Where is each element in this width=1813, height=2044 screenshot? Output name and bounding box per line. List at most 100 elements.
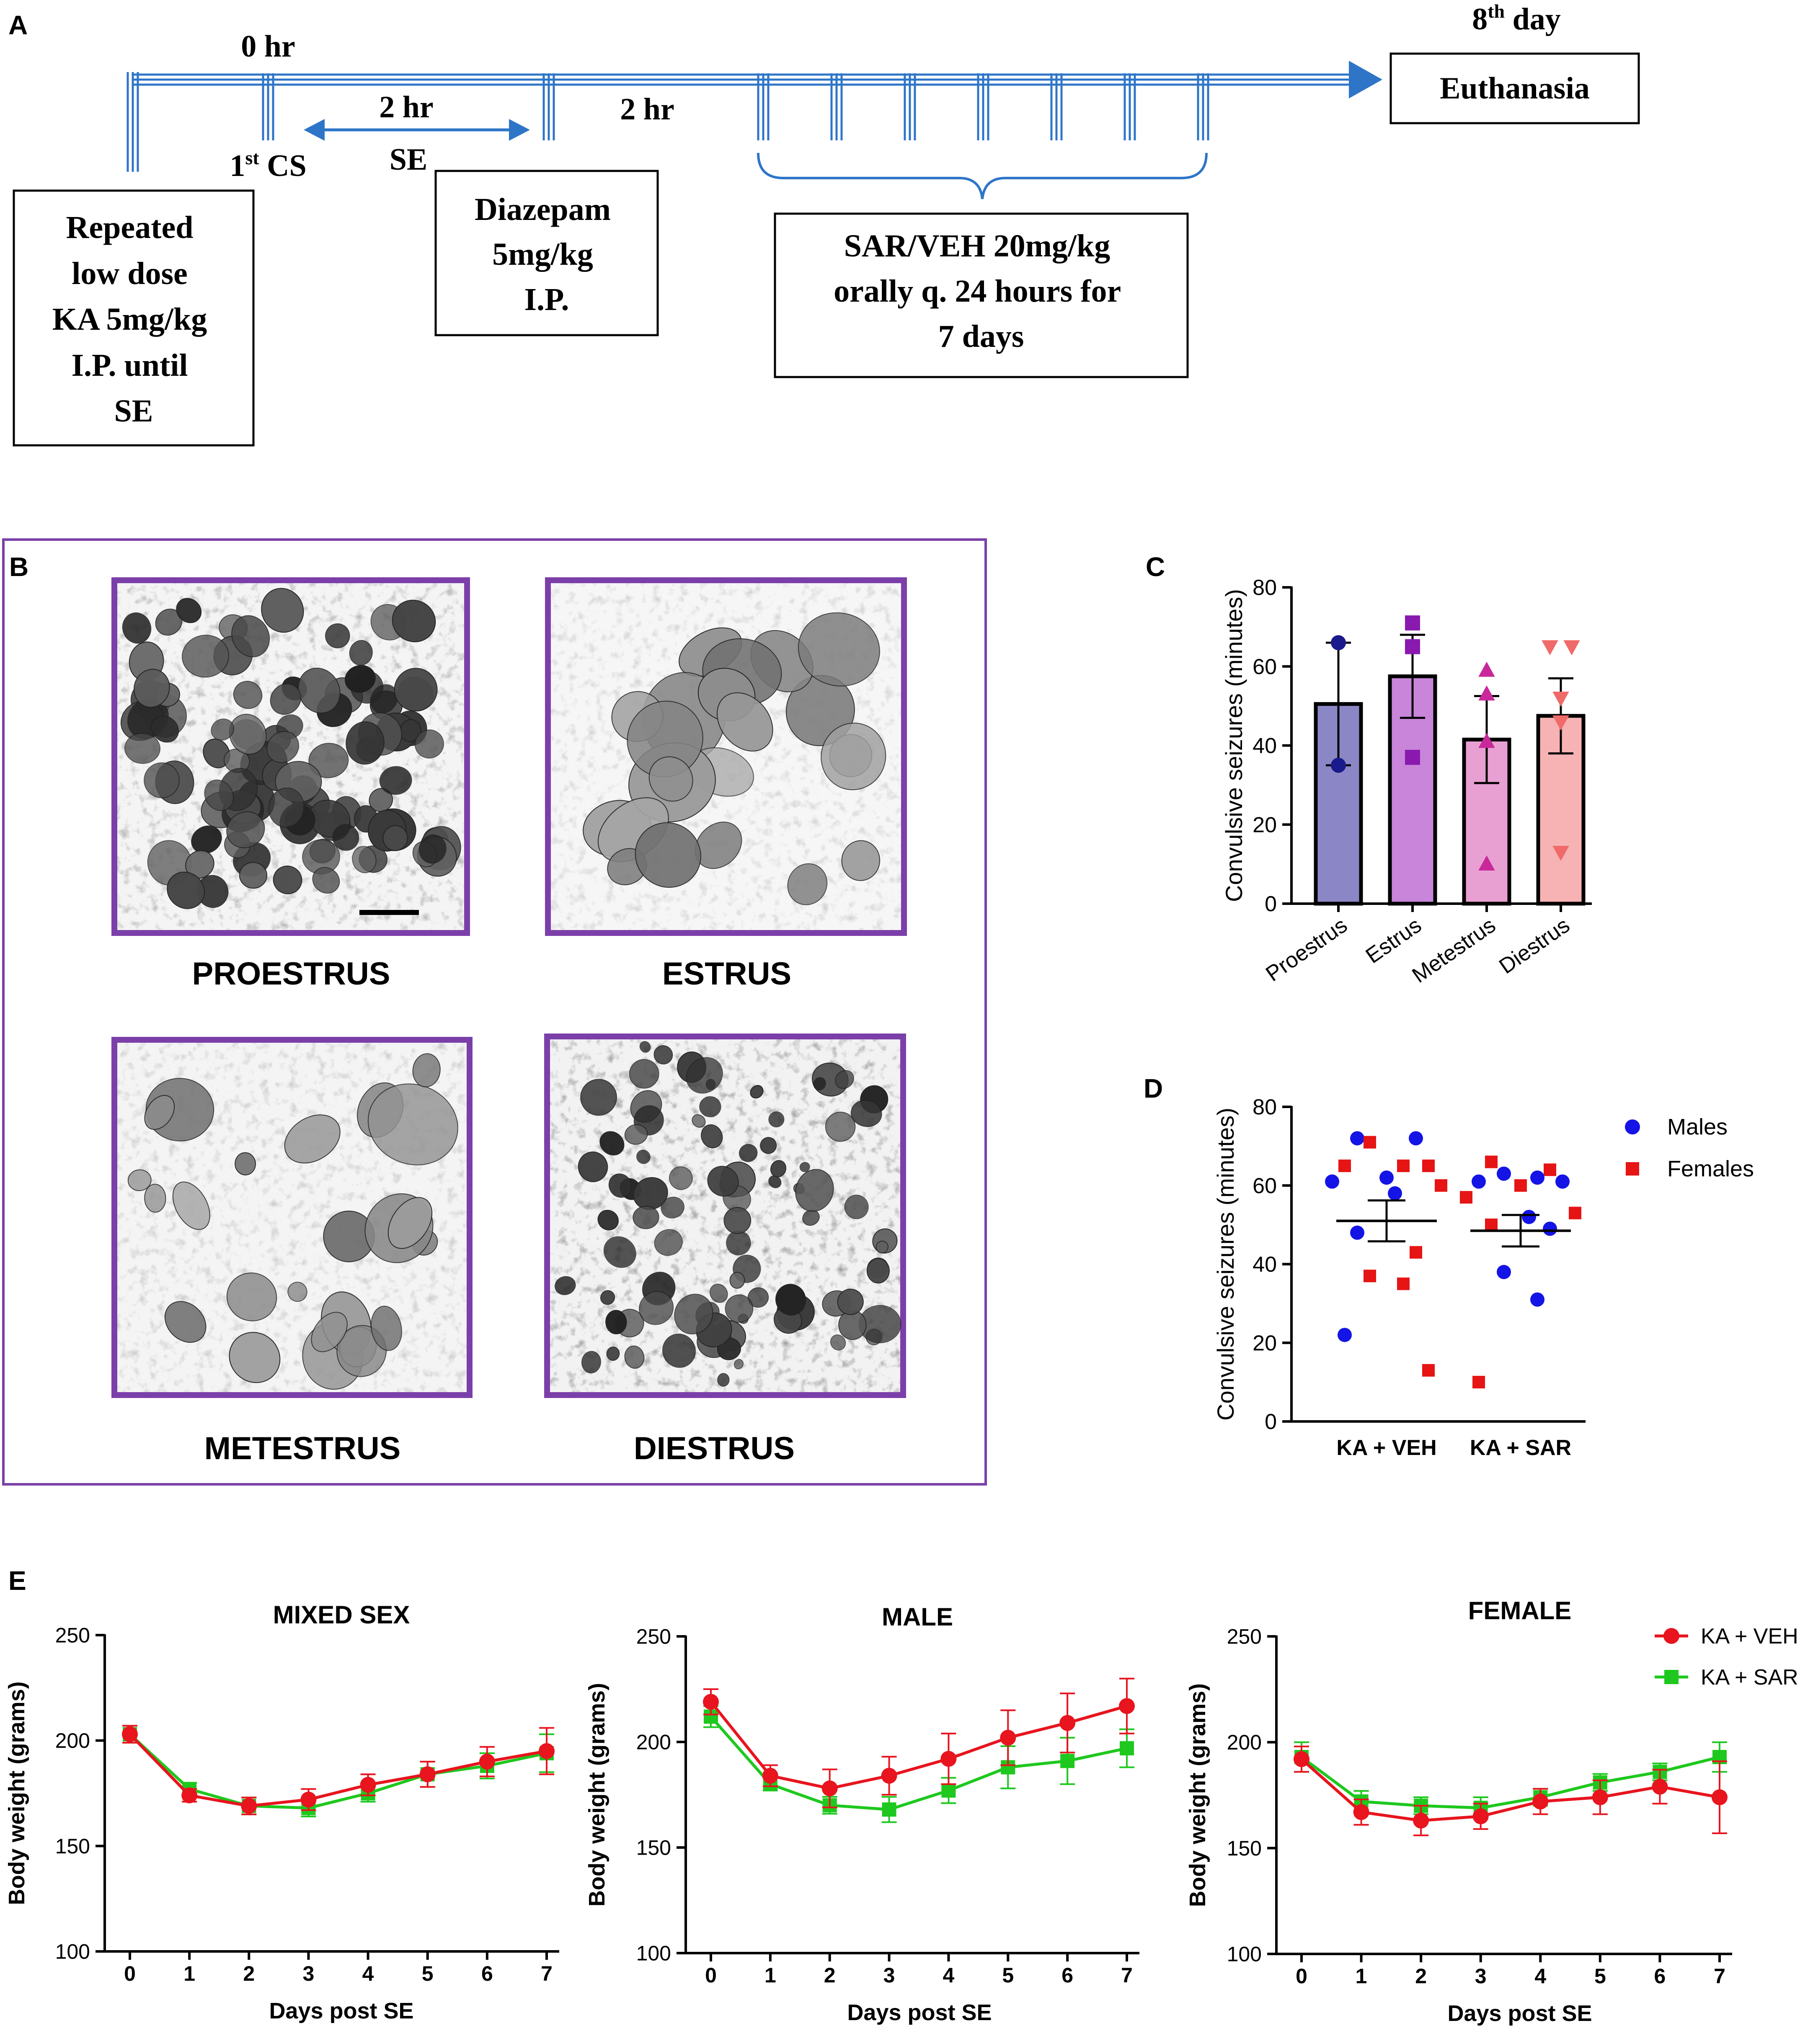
data-point — [1478, 855, 1495, 871]
cell-blob — [639, 1291, 674, 1325]
y-tick-label: 200 — [55, 1729, 90, 1752]
cell-blob — [821, 723, 886, 791]
cell-blob — [599, 1131, 625, 1155]
cell-blob — [635, 822, 701, 888]
veh-point — [1712, 1789, 1728, 1806]
veh-point — [300, 1791, 317, 1808]
sar-point — [941, 1783, 956, 1798]
cell-blob — [876, 1240, 888, 1253]
cell-blob — [418, 834, 447, 864]
y-tick-label: 250 — [55, 1624, 90, 1647]
veh-point — [1532, 1793, 1549, 1810]
micrograph-metestrus — [111, 1037, 473, 1398]
cell-blob — [639, 1041, 651, 1053]
female-point — [1485, 1218, 1498, 1231]
line-chart-male: 100 150 200 250 Body weight (grams) MALE 0 1 2 3 4… — [584, 1603, 1139, 2025]
cell-blob — [394, 668, 438, 712]
cell-blob — [382, 825, 408, 851]
data-point — [1331, 757, 1346, 773]
cell-blob — [311, 1312, 348, 1352]
y-tick-label: 100 — [1227, 1943, 1262, 1966]
panel-b: B PROESTRUS ESTRUS METESTRUS DIESTRUS — [2, 538, 987, 1486]
cell-blob — [235, 1152, 256, 1176]
diazepam-text: Diazepam 5mg/kg I.P. — [475, 192, 619, 317]
cell-blob — [578, 1151, 608, 1182]
label-se: SE — [390, 142, 428, 177]
x-tick-label: 6 — [1061, 1964, 1073, 1987]
male-point — [1388, 1186, 1402, 1201]
male-point — [1522, 1209, 1536, 1224]
x-tick-label: 7 — [541, 1962, 553, 1985]
data-point — [1552, 846, 1569, 861]
cell-blob — [580, 1079, 617, 1116]
y-tick-label: 200 — [1227, 1731, 1262, 1754]
cell-blob — [661, 1196, 684, 1219]
y-axis-title: Convulsive seizures (minutes) — [1221, 589, 1247, 902]
veh-point — [1353, 1804, 1369, 1820]
cell-blob — [349, 640, 373, 666]
cell-blob — [733, 1359, 744, 1370]
cell-blob — [813, 1077, 826, 1090]
cell-blob — [760, 1137, 777, 1154]
cell-blob — [866, 1258, 890, 1284]
cell-blob — [127, 1169, 152, 1191]
data-point — [1542, 640, 1558, 656]
cell-blob — [739, 1144, 758, 1162]
veh-point — [1472, 1808, 1489, 1824]
y-tick-label: 40 — [1253, 1253, 1277, 1277]
timeline-arrowhead — [1349, 61, 1382, 98]
veh-point — [241, 1798, 257, 1814]
y-tick-label: 0 — [1265, 1410, 1277, 1434]
cell-blob — [844, 1194, 869, 1219]
x-tick-label: 5 — [1594, 1964, 1606, 1988]
x-axis-title: Days post SE — [847, 2000, 992, 2025]
cell-blob — [799, 1162, 810, 1172]
cell-blob — [352, 846, 377, 873]
cell-blob — [627, 700, 703, 778]
female-point — [1338, 1159, 1351, 1172]
veh-series-line — [1300, 1758, 1720, 1822]
cell-blob — [674, 1294, 713, 1335]
cell-blob — [768, 1175, 782, 1189]
data-point — [1552, 715, 1569, 731]
label-estrus: ESTRUS — [662, 956, 791, 992]
y-tick-label: 150 — [1227, 1837, 1262, 1860]
x-tick-label: 4 — [362, 1962, 374, 1985]
x-tick-label: 1 — [764, 1964, 776, 1987]
y-tick-label: 250 — [1227, 1625, 1262, 1649]
label-2hr-se: 2 hr — [379, 90, 434, 124]
diazepam-box — [434, 170, 659, 336]
veh-point — [762, 1768, 778, 1784]
veh-point — [940, 1751, 957, 1767]
cell-blob — [231, 615, 270, 657]
female-point — [1397, 1277, 1410, 1290]
y-tick-label: 150 — [636, 1836, 671, 1860]
cell-blob — [167, 871, 205, 909]
female-point — [1435, 1179, 1447, 1192]
label-diestrus: DIESTRUS — [634, 1431, 795, 1466]
data-point — [1405, 749, 1420, 765]
x-tick-label: 2 — [824, 1964, 836, 1987]
micrograph-estrus — [545, 577, 907, 936]
cell-blob — [787, 863, 828, 905]
male-point — [1543, 1222, 1557, 1236]
cell-blob — [325, 623, 350, 649]
panel-a: A 0 hr 8th day 1st CS 2 hr SE 2 hr Eutha… — [8, 0, 1640, 447]
cell-blob — [825, 1111, 856, 1142]
x-tick-label: 4 — [943, 1964, 955, 1987]
x-tick-label: 1 — [183, 1962, 195, 1985]
ka-protocol-text: Repeated low dose KA 5mg/kg I.P. until S… — [52, 210, 215, 429]
micrograph-proestrus — [111, 577, 470, 936]
cell-blob — [775, 1284, 806, 1316]
veh-point — [122, 1726, 138, 1742]
cell-blob — [268, 787, 305, 828]
male-point — [1338, 1328, 1352, 1342]
cell-blob — [332, 824, 359, 851]
cell-blob — [122, 612, 152, 644]
sar-point — [882, 1802, 896, 1817]
female-point — [1544, 1163, 1556, 1176]
x-tick-label: 6 — [481, 1962, 493, 1985]
line-chart-female: 100 150 200 250 Body weight (grams) FEMALE 0 1 2… — [1185, 1597, 1798, 2026]
cell-blob — [654, 1229, 683, 1256]
legend-veh: KA + VEH — [1701, 1624, 1798, 1649]
